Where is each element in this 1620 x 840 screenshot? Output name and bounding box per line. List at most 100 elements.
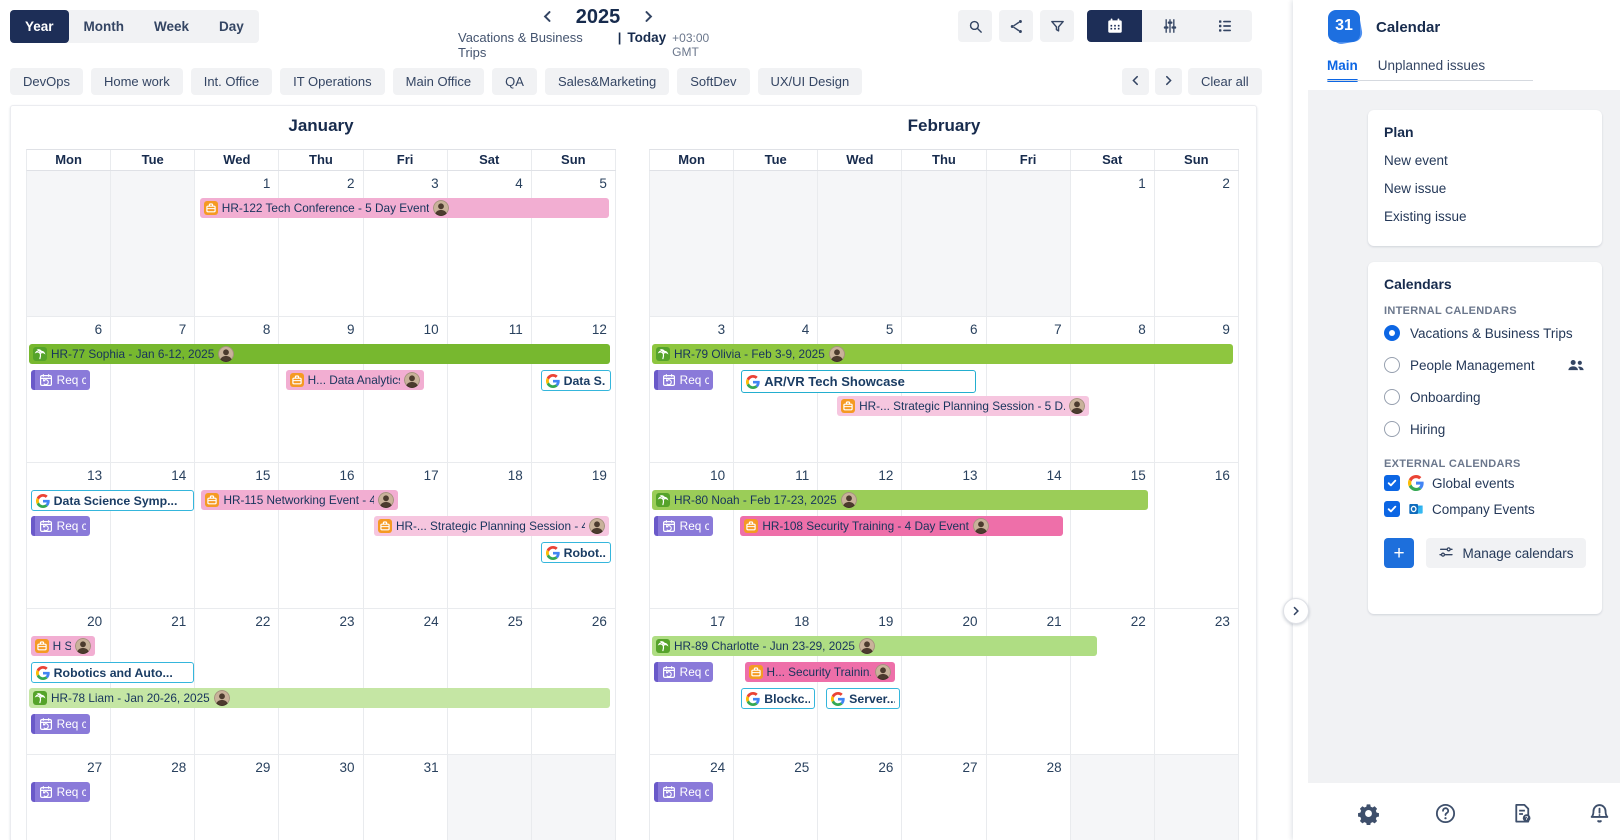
- toolbar-filter-button[interactable]: [1040, 10, 1074, 42]
- day-cell[interactable]: 30: [279, 755, 364, 840]
- calendar-event[interactable]: Req ch...: [653, 516, 713, 536]
- calendar-view-button[interactable]: [1087, 10, 1142, 42]
- day-cell[interactable]: 3: [650, 317, 735, 463]
- day-cell[interactable]: 15: [195, 463, 280, 609]
- calendar-event[interactable]: HR-122 Tech Conference - 5 Day Event: [199, 198, 609, 218]
- day-cell[interactable]: 23: [279, 609, 364, 755]
- day-cell[interactable]: 16: [279, 463, 364, 609]
- view-tab-day[interactable]: Day: [204, 10, 259, 43]
- day-cell[interactable]: 3: [363, 171, 448, 317]
- day-cell[interactable]: 29: [195, 755, 280, 840]
- day-cell[interactable]: 14: [111, 463, 196, 609]
- day-cell[interactable]: 25: [734, 755, 819, 840]
- calendar-option-global-events[interactable]: Global events: [1384, 470, 1586, 496]
- filter-tab-qa[interactable]: QA: [492, 68, 537, 95]
- calendar-event[interactable]: Req ch...: [30, 782, 90, 802]
- toolbar-search-button[interactable]: [958, 10, 992, 42]
- calendar-event[interactable]: Data S...: [540, 370, 612, 391]
- day-cell[interactable]: [986, 171, 1071, 317]
- calendar-event[interactable]: Robotics and Auto...: [30, 662, 194, 683]
- calendar-event[interactable]: H... Data Analytics S...: [285, 370, 424, 390]
- calendar-event[interactable]: HR-115 Networking Event - 4 Day Event: [201, 490, 399, 510]
- filter-tab-sales-marketing[interactable]: Sales&Marketing: [544, 68, 670, 95]
- day-cell[interactable]: 23: [1154, 609, 1239, 755]
- day-cell[interactable]: 11: [734, 463, 819, 609]
- calendar-event[interactable]: Req ch...: [653, 782, 713, 802]
- filter-tab-devops[interactable]: DevOps: [10, 68, 83, 95]
- day-cell[interactable]: 9: [1154, 317, 1239, 463]
- clear-all-filters-button[interactable]: Clear all: [1188, 68, 1262, 95]
- radio-unselected[interactable]: [1384, 389, 1400, 405]
- calendar-event[interactable]: HR-78 Liam - Jan 20-26, 2025: [29, 688, 611, 708]
- filter-tab-home-work[interactable]: Home work: [90, 68, 183, 95]
- view-tab-week[interactable]: Week: [139, 10, 204, 43]
- notifications-button[interactable]: [1587, 800, 1613, 826]
- toolbar-share-button[interactable]: [999, 10, 1033, 42]
- day-cell[interactable]: 13: [27, 463, 112, 609]
- day-cell[interactable]: 24: [363, 609, 448, 755]
- day-cell[interactable]: 1: [195, 171, 280, 317]
- day-cell[interactable]: 7: [111, 317, 196, 463]
- calendar-option-company-events[interactable]: Company Events: [1384, 496, 1586, 522]
- calendar-option-hiring[interactable]: Hiring: [1384, 413, 1586, 445]
- calendar-event[interactable]: HR-79 Olivia - Feb 3-9, 2025: [652, 344, 1234, 364]
- day-cell[interactable]: [1070, 755, 1155, 840]
- day-cell[interactable]: 16: [1154, 463, 1239, 609]
- day-cell[interactable]: [734, 171, 819, 317]
- day-cell[interactable]: 28: [986, 755, 1071, 840]
- filter-tab-main-office[interactable]: Main Office: [392, 68, 485, 95]
- day-cell[interactable]: 12: [818, 463, 903, 609]
- day-cell[interactable]: 8: [195, 317, 280, 463]
- release-notes-button[interactable]: ?: [1510, 800, 1536, 826]
- checkbox-checked[interactable]: [1384, 501, 1400, 517]
- radio-unselected[interactable]: [1384, 357, 1400, 373]
- filters-next-button[interactable]: [1155, 68, 1182, 95]
- calendar-event[interactable]: HR-77 Sophia - Jan 6-12, 2025: [29, 344, 611, 364]
- day-cell[interactable]: 28: [111, 755, 196, 840]
- timeline-view-button[interactable]: [1142, 10, 1197, 42]
- day-cell[interactable]: 31: [363, 755, 448, 840]
- day-cell[interactable]: 26: [818, 755, 903, 840]
- day-cell[interactable]: [447, 755, 532, 840]
- manage-calendars-button[interactable]: Manage calendars: [1426, 538, 1586, 568]
- filter-tab-int-office[interactable]: Int. Office: [190, 68, 273, 95]
- day-cell[interactable]: 5: [531, 171, 616, 317]
- plan-new-issue[interactable]: New issue: [1384, 181, 1447, 196]
- day-cell[interactable]: [902, 171, 987, 317]
- calendar-option-people-management[interactable]: People Management: [1384, 349, 1586, 381]
- day-cell[interactable]: 15: [1070, 463, 1155, 609]
- day-cell[interactable]: [27, 171, 112, 317]
- filter-tab-ux-ui-design[interactable]: UX/UI Design: [757, 68, 863, 95]
- day-cell[interactable]: 20: [902, 609, 987, 755]
- settings-button[interactable]: [1355, 800, 1381, 826]
- day-cell[interactable]: 10: [650, 463, 735, 609]
- checkbox-checked[interactable]: [1384, 475, 1400, 491]
- calendar-event[interactable]: Req ch...: [653, 662, 713, 682]
- day-cell[interactable]: 13: [902, 463, 987, 609]
- calendar-event[interactable]: AR/VR Tech Showcase: [741, 370, 976, 393]
- day-cell[interactable]: 22: [1070, 609, 1155, 755]
- help-button[interactable]: [1432, 800, 1458, 826]
- calendar-event[interactable]: Data Science Symp...: [30, 490, 194, 511]
- day-cell[interactable]: 26: [531, 609, 616, 755]
- view-tab-month[interactable]: Month: [69, 10, 139, 43]
- day-cell[interactable]: 22: [195, 609, 280, 755]
- day-cell[interactable]: 18: [734, 609, 819, 755]
- calendar-option-vacations-business-trips[interactable]: Vacations & Business Trips: [1384, 317, 1586, 349]
- today-link[interactable]: Today: [627, 30, 667, 45]
- day-cell[interactable]: 19: [531, 463, 616, 609]
- day-cell[interactable]: 4: [447, 171, 532, 317]
- day-cell[interactable]: 18: [447, 463, 532, 609]
- day-cell[interactable]: 25: [447, 609, 532, 755]
- day-cell[interactable]: [531, 755, 616, 840]
- day-cell[interactable]: 17: [650, 609, 735, 755]
- day-cell[interactable]: 2: [279, 171, 364, 317]
- day-cell[interactable]: [818, 171, 903, 317]
- sidebar-collapse-button[interactable]: [1283, 598, 1309, 624]
- sidebar-tab-unplanned-issues[interactable]: Unplanned issues: [1377, 58, 1486, 73]
- day-cell[interactable]: 7: [986, 317, 1071, 463]
- day-cell[interactable]: [1154, 755, 1239, 840]
- day-cell[interactable]: 8: [1070, 317, 1155, 463]
- radio-selected[interactable]: [1384, 325, 1400, 341]
- calendar-event[interactable]: Req ch...: [30, 370, 90, 390]
